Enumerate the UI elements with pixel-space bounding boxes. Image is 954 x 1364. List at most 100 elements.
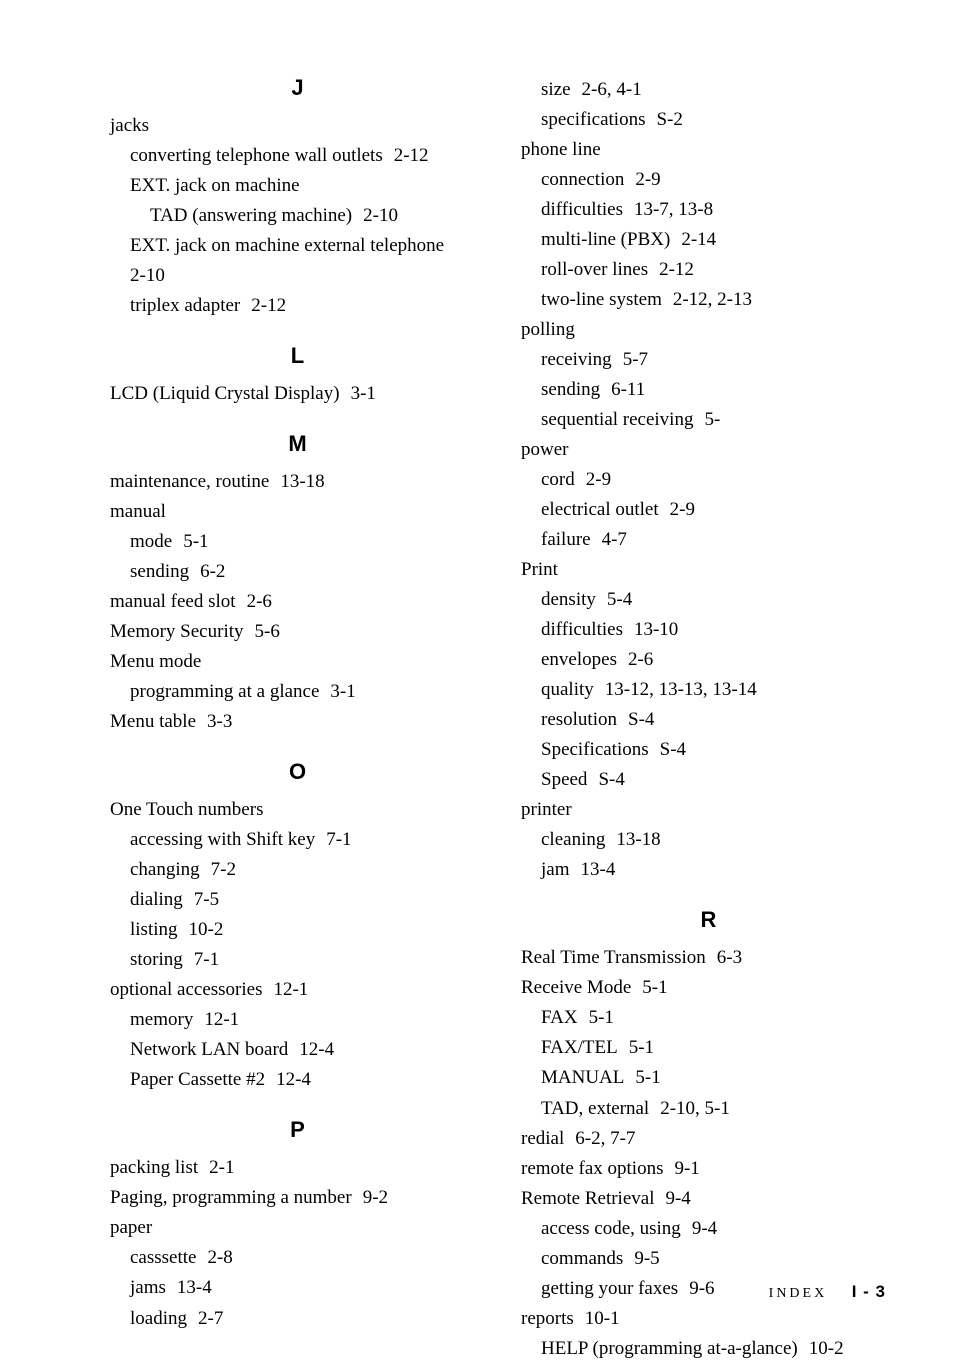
entry-text: Network LAN board — [130, 1039, 288, 1060]
entry-text: FAX — [541, 1007, 578, 1028]
index-entry: size2-6, 4-1 — [541, 75, 896, 105]
entry-text: TAD (answering machine) — [150, 205, 352, 226]
entry-text: changing — [130, 859, 200, 880]
entry-text: power — [521, 439, 568, 460]
entry-text: mode — [130, 531, 172, 552]
entry-text: connection — [541, 169, 624, 190]
right-column: size2-6, 4-1specificationsS-2phone linec… — [521, 75, 896, 1364]
entry-page-ref: 2-10 — [363, 205, 398, 226]
entry-page-ref: 6-2, 7-7 — [575, 1128, 635, 1149]
index-entry: FAX/TEL5-1 — [541, 1033, 896, 1063]
index-entry: packing list2-1 — [110, 1153, 485, 1183]
entry-text: Paper Cassette #2 — [130, 1069, 265, 1090]
index-entry: triplex adapter 2-12 — [130, 291, 485, 321]
index-entry: sequential receiving 5- — [541, 405, 896, 435]
index-columns: Jjacksconverting telephone wall outlets2… — [110, 75, 896, 1364]
footer-page-number: I - 3 — [852, 1282, 886, 1301]
index-entry: LCD (Liquid Crystal Display)3-1 — [110, 379, 485, 409]
index-entry: Menu table3-3 — [110, 707, 485, 737]
entry-page-ref: 5-1 — [635, 1067, 660, 1088]
entry-page-ref: 2-12 — [394, 145, 429, 166]
entry-page-ref: 2-9 — [635, 169, 660, 190]
entry-text: electrical outlet — [541, 499, 659, 520]
index-entry: changing 7-2 — [130, 855, 485, 885]
index-entry: mode 5-1 — [130, 527, 485, 557]
entry-text: dialing — [130, 889, 183, 910]
entry-page-ref: 10-2 — [189, 919, 224, 940]
index-entry: envelopes 2-6 — [541, 645, 896, 675]
entry-page-ref: 13-12, 13-13, 13-14 — [605, 679, 757, 700]
index-entry: casssette2-8 — [130, 1243, 485, 1273]
entry-text: maintenance, routine — [110, 471, 269, 492]
entry-text: optional accessories — [110, 979, 262, 1000]
entry-page-ref: 10-1 — [585, 1308, 620, 1329]
entry-page-ref: 12-1 — [273, 979, 308, 1000]
entry-page-ref: 7-2 — [211, 859, 236, 880]
entry-page-ref: 2-6 — [628, 649, 653, 670]
entry-page-ref: 12-1 — [204, 1009, 239, 1030]
entry-text: accessing with Shift key — [130, 829, 315, 850]
index-entry: cord2-9 — [541, 465, 896, 495]
entry-page-ref: S-2 — [656, 109, 682, 130]
index-entry: receiving5-7 — [541, 345, 896, 375]
entry-text: redial — [521, 1128, 564, 1149]
entry-text: reports — [521, 1308, 574, 1329]
entry-page-ref: 2-9 — [670, 499, 695, 520]
entry-text: resolution — [541, 709, 617, 730]
index-entry: EXT. jack on machine — [130, 171, 485, 201]
entry-text: printer — [521, 799, 572, 820]
section-heading: L — [110, 343, 485, 369]
entry-text: Print — [521, 559, 558, 580]
index-entry: Memory Security5-6 — [110, 617, 485, 647]
entry-page-ref: 2-9 — [586, 469, 611, 490]
entry-text: failure — [541, 529, 591, 550]
entry-page-ref: 5-6 — [255, 621, 280, 642]
index-entry: difficulties13-10 — [541, 615, 896, 645]
index-entry: jams 13-4 — [130, 1273, 485, 1303]
entry-text: Real Time Transmission — [521, 947, 706, 968]
entry-text: roll-over lines — [541, 259, 648, 280]
index-entry: sending6-11 — [541, 375, 896, 405]
index-entry: power — [521, 435, 896, 465]
entry-page-ref: 3-3 — [207, 711, 232, 732]
entry-page-ref: 13-4 — [177, 1277, 212, 1298]
entry-text: envelopes — [541, 649, 617, 670]
entry-page-ref: 2-12 — [659, 259, 694, 280]
entry-text: storing — [130, 949, 183, 970]
index-entry: two-line system2-12, 2-13 — [541, 285, 896, 315]
entry-text: Speed — [541, 769, 587, 790]
entry-page-ref: 5- — [704, 409, 720, 430]
entry-page-ref: 2-12 — [251, 295, 286, 316]
entry-text: LCD (Liquid Crystal Display) — [110, 383, 340, 404]
entry-text: manual — [110, 501, 166, 522]
entry-page-ref: 10-2 — [809, 1338, 844, 1359]
entry-text: Paging, programming a number — [110, 1187, 352, 1208]
entry-page-ref: 5-1 — [183, 531, 208, 552]
index-entry: difficulties13-7, 13-8 — [541, 195, 896, 225]
entry-page-ref: 5-1 — [642, 977, 667, 998]
entry-page-ref: 5-7 — [623, 349, 648, 370]
index-entry: electrical outlet 2-9 — [541, 495, 896, 525]
entry-page-ref: 9-2 — [363, 1187, 388, 1208]
entry-page-ref: 4-7 — [602, 529, 627, 550]
entry-text: specifications — [541, 109, 645, 130]
index-entry: density5-4 — [541, 585, 896, 615]
entry-page-ref: 5-1 — [629, 1037, 654, 1058]
entry-text: triplex adapter — [130, 295, 240, 316]
entry-text: Specifications — [541, 739, 649, 760]
index-entry: paper — [110, 1213, 485, 1243]
entry-text: two-line system — [541, 289, 662, 310]
entry-text: jams — [130, 1277, 166, 1298]
index-entry: manual feed slot2-6 — [110, 587, 485, 617]
index-entry: converting telephone wall outlets 2-12 — [130, 141, 485, 171]
index-entry: storing7-1 — [130, 945, 485, 975]
entry-text: sequential receiving — [541, 409, 693, 430]
entry-text: converting telephone wall outlets — [130, 145, 383, 166]
index-entry: FAX5-1 — [541, 1003, 896, 1033]
entry-page-ref: 13-10 — [634, 619, 678, 640]
entry-text: sending — [130, 561, 189, 582]
index-entry: HELP (programming at-a-glance)10-2 — [541, 1334, 896, 1364]
entry-text: density — [541, 589, 596, 610]
footer-label: INDEX — [769, 1286, 828, 1301]
entry-text: listing — [130, 919, 178, 940]
